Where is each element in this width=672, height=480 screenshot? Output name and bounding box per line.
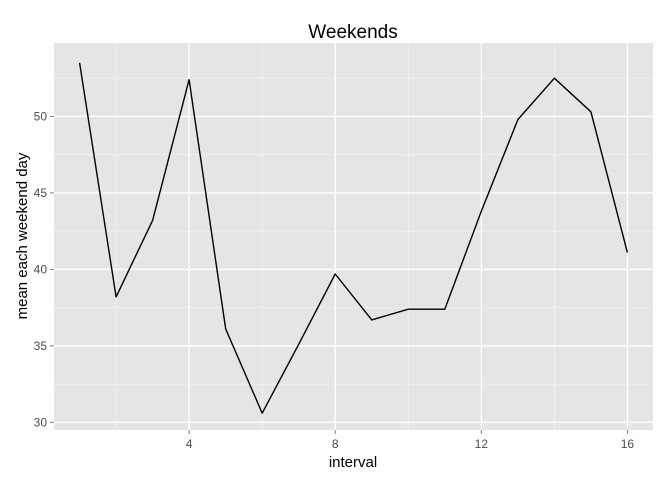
plot-panel bbox=[54, 43, 653, 430]
x-axis: 4 8 12 16 bbox=[186, 430, 635, 451]
y-tick-label: 45 bbox=[34, 186, 48, 200]
y-axis: 30 35 40 45 50 bbox=[34, 109, 54, 429]
x-axis-label: interval bbox=[329, 454, 377, 471]
y-tick-label: 50 bbox=[34, 109, 48, 123]
major-grid bbox=[54, 43, 653, 430]
x-tick-label: 16 bbox=[621, 437, 635, 451]
y-tick-label: 40 bbox=[34, 262, 48, 276]
y-axis-label: mean each weekend day bbox=[14, 152, 31, 319]
x-tick-label: 4 bbox=[186, 437, 193, 451]
y-tick-label: 30 bbox=[34, 415, 48, 429]
x-tick-label: 12 bbox=[475, 437, 489, 451]
x-tick-label: 8 bbox=[332, 437, 339, 451]
y-tick-label: 35 bbox=[34, 339, 48, 353]
minor-grid bbox=[54, 43, 653, 430]
series-line bbox=[78, 62, 629, 414]
chart-title: Weekends bbox=[308, 22, 397, 43]
